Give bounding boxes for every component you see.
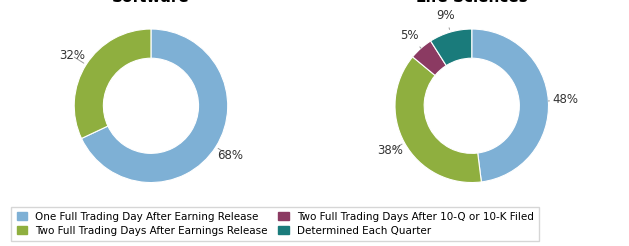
Text: 32%: 32% xyxy=(59,49,85,63)
Wedge shape xyxy=(472,29,548,182)
Text: 38%: 38% xyxy=(377,144,403,157)
Text: 48%: 48% xyxy=(548,93,578,107)
Wedge shape xyxy=(413,41,446,76)
Text: 68%: 68% xyxy=(217,148,243,162)
Text: 9%: 9% xyxy=(437,9,455,30)
Wedge shape xyxy=(82,29,228,183)
Text: 5%: 5% xyxy=(401,29,421,48)
Wedge shape xyxy=(74,29,151,138)
Title: Software: Software xyxy=(112,0,190,4)
Title: Life Sciences: Life Sciences xyxy=(416,0,528,4)
Wedge shape xyxy=(395,57,481,183)
Legend: One Full Trading Day After Earning Release, Two Full Trading Days After Earnings: One Full Trading Day After Earning Relea… xyxy=(11,207,539,241)
Wedge shape xyxy=(431,29,472,66)
